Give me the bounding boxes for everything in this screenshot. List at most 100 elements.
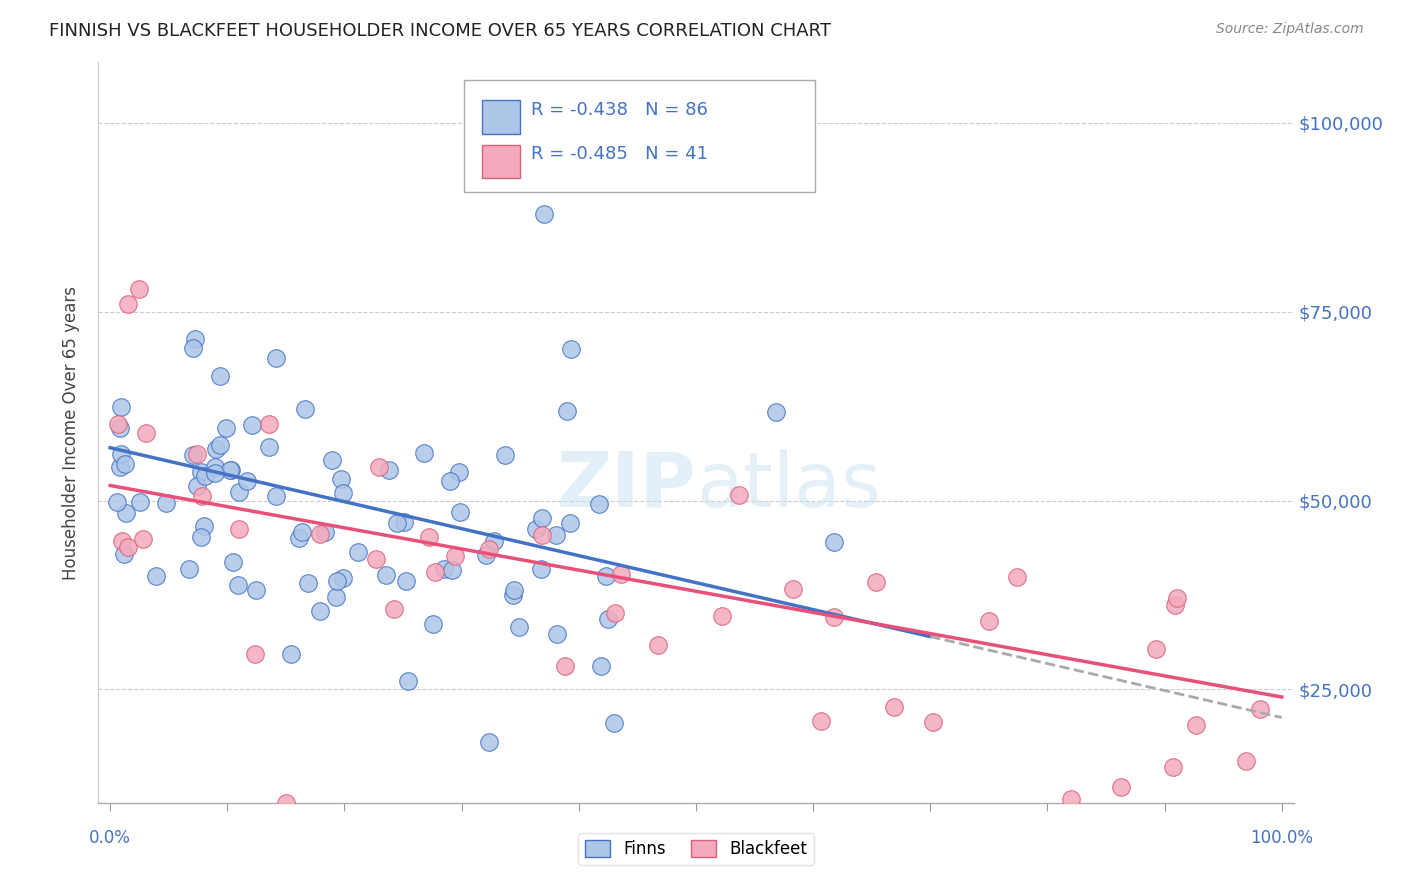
Point: [610, 567, 633, 582]
Point: [194, 468, 217, 483]
Point: [128, 282, 150, 296]
Point: [1249, 702, 1271, 716]
Point: [433, 562, 456, 576]
Point: [245, 583, 267, 598]
Point: [1184, 717, 1206, 731]
Legend: Finns, Blackfeet: Finns, Blackfeet: [578, 833, 814, 865]
Point: [135, 426, 157, 441]
Point: [374, 567, 396, 582]
Point: [1109, 780, 1132, 795]
Point: [367, 460, 389, 475]
Point: [257, 417, 280, 432]
Point: [236, 474, 259, 488]
Text: 0.0%: 0.0%: [89, 830, 131, 847]
Point: [1007, 570, 1029, 584]
Point: [533, 206, 555, 220]
Point: [378, 463, 401, 477]
Point: [205, 442, 228, 456]
Point: [396, 674, 419, 689]
Point: [308, 526, 330, 541]
Point: [193, 518, 215, 533]
Point: [294, 401, 316, 416]
Point: [605, 606, 627, 620]
Point: [280, 647, 302, 661]
Point: [546, 527, 568, 541]
Point: [865, 575, 887, 590]
Point: [422, 616, 444, 631]
Point: [183, 341, 205, 355]
Point: [145, 569, 167, 583]
Point: [447, 466, 470, 480]
Point: [588, 497, 610, 511]
Point: [129, 494, 152, 508]
Point: [530, 562, 553, 576]
Point: [214, 421, 236, 435]
Point: [883, 700, 905, 714]
Point: [314, 525, 336, 540]
Point: [364, 552, 387, 566]
Point: [204, 466, 226, 480]
Point: [922, 715, 945, 730]
Point: [418, 530, 440, 544]
Point: [810, 714, 832, 728]
Point: [209, 369, 232, 384]
Point: [439, 474, 461, 488]
Point: [494, 448, 516, 462]
Text: ZIP: ZIP: [557, 449, 696, 523]
Point: [330, 472, 353, 486]
Point: [443, 549, 465, 563]
Point: [508, 620, 530, 634]
Point: [502, 588, 524, 602]
Point: [603, 715, 626, 730]
Point: [1166, 591, 1188, 605]
Point: [190, 466, 212, 480]
Point: [190, 530, 212, 544]
Point: [221, 555, 243, 569]
Point: [503, 583, 526, 598]
Point: [209, 438, 232, 452]
Point: [297, 576, 319, 591]
Point: [347, 545, 370, 559]
Text: R = -0.438   N = 86: R = -0.438 N = 86: [531, 101, 709, 119]
Point: [155, 496, 177, 510]
Point: [288, 531, 311, 545]
Point: [115, 507, 138, 521]
Point: [132, 533, 155, 547]
Point: [325, 590, 347, 604]
Point: [117, 297, 139, 311]
Point: [387, 516, 409, 530]
Point: [326, 574, 349, 588]
Point: [560, 342, 582, 356]
Text: R = -0.485   N = 41: R = -0.485 N = 41: [531, 145, 709, 163]
Point: [546, 626, 568, 640]
Point: [114, 457, 136, 471]
Point: [647, 638, 669, 652]
Point: [524, 522, 547, 536]
Point: [555, 403, 578, 417]
Point: [228, 485, 250, 500]
Point: [395, 574, 418, 589]
Point: [595, 569, 617, 583]
Point: [226, 577, 249, 591]
Point: [290, 525, 312, 540]
Point: [423, 565, 446, 579]
Point: [728, 488, 751, 502]
Point: [530, 528, 553, 542]
Point: [181, 449, 204, 463]
Text: 100.0%: 100.0%: [1250, 830, 1313, 847]
Point: [531, 511, 554, 525]
Point: [266, 351, 288, 366]
Point: [554, 659, 576, 673]
Point: [108, 421, 131, 435]
Point: [449, 505, 471, 519]
Point: [1161, 760, 1184, 774]
Point: [332, 571, 354, 585]
Point: [475, 548, 498, 562]
Point: [240, 418, 263, 433]
Text: atlas: atlas: [696, 449, 880, 523]
Point: [105, 495, 128, 509]
Point: [107, 417, 129, 431]
Point: [332, 485, 354, 500]
Point: [1060, 792, 1083, 806]
Point: [382, 601, 405, 615]
